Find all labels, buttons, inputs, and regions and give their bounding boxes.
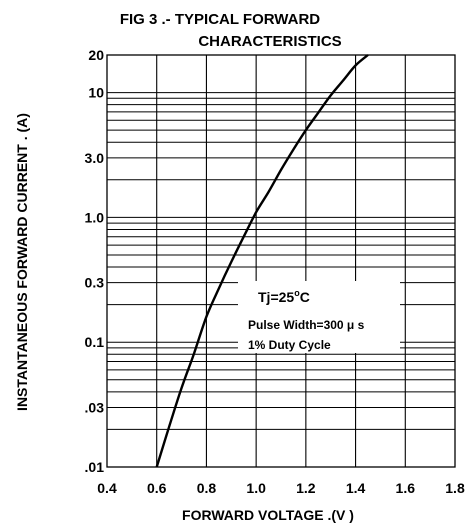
x-tick-label: 0.8 xyxy=(197,480,217,496)
y-tick-label: 1.0 xyxy=(85,209,105,225)
y-tick-label: 10 xyxy=(88,85,104,101)
x-tick-label: 1.6 xyxy=(396,480,416,496)
y-axis-label: INSTANTANEOUS FORWARD CURRENT . (A) xyxy=(14,113,30,411)
x-tick-labels: 0.4 0.6 0.8 1.0 1.2 1.4 1.6 1.8 xyxy=(97,480,465,496)
x-tick-label: 1.2 xyxy=(296,480,316,496)
grid-lines xyxy=(107,55,455,467)
y-tick-label: 20 xyxy=(88,47,104,63)
forward-current-curve xyxy=(155,54,369,468)
x-tick-label: 0.4 xyxy=(97,480,117,496)
annotation-box xyxy=(238,281,400,353)
x-tick-label: 1.8 xyxy=(445,480,465,496)
y-tick-label: .03 xyxy=(85,399,105,415)
x-tick-label: 1.0 xyxy=(246,480,266,496)
y-tick-label: 3.0 xyxy=(85,150,105,166)
chart-title: FIG 3 .- TYPICAL FORWARD xyxy=(120,11,320,28)
y-tick-label: 0.3 xyxy=(85,275,105,291)
plot-frame xyxy=(106,54,456,468)
y-tick-label: .01 xyxy=(85,459,105,475)
chart-subtitle: CHARACTERISTICS xyxy=(198,33,341,50)
annotation-temperature: Tj=25oC xyxy=(258,288,310,305)
annotation-duty-cycle: 1% Duty Cycle xyxy=(248,338,331,352)
x-axis-label: FORWARD VOLTAGE .(V ) xyxy=(182,507,354,523)
y-tick-label: 0.1 xyxy=(85,334,105,350)
x-tick-label: 1.4 xyxy=(346,480,366,496)
x-tick-label: 0.6 xyxy=(147,480,167,496)
y-tick-labels: 20 10 3.0 1.0 0.3 0.1 .03 .01 xyxy=(85,47,105,475)
annotation-pulse-width: Pulse Width=300 μ s xyxy=(248,318,365,332)
